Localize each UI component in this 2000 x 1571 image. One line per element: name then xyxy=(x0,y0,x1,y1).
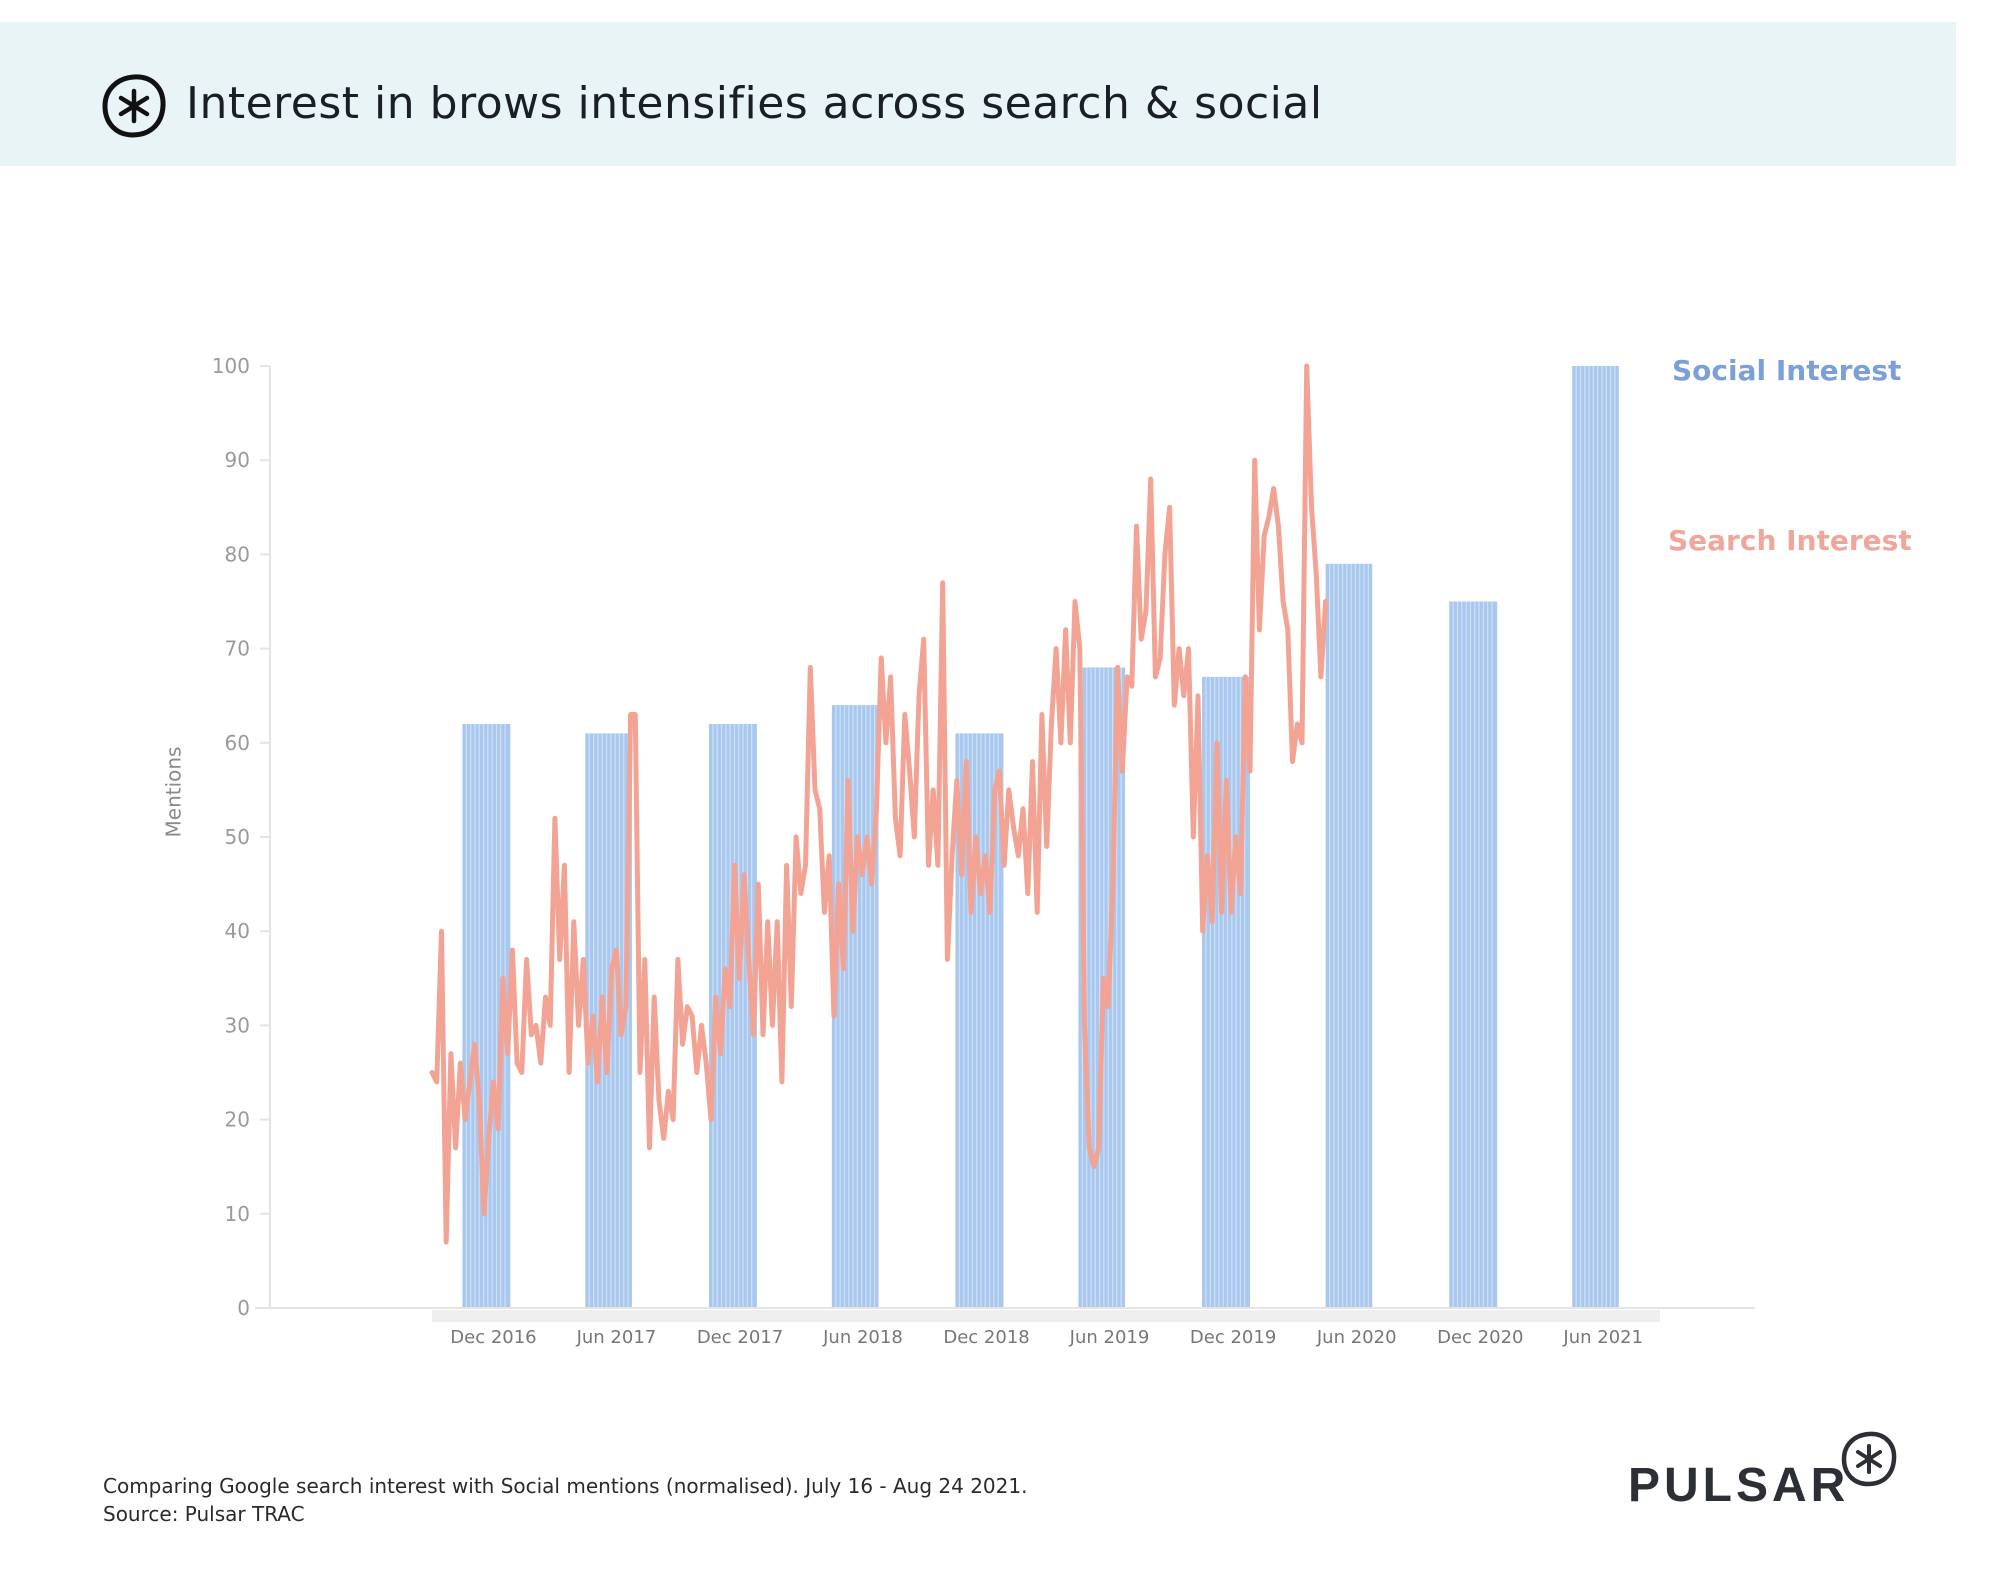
y-tick-label: 50 xyxy=(225,825,250,849)
y-axis-label: Mentions xyxy=(161,746,186,838)
y-tick-label: 30 xyxy=(225,1013,250,1037)
x-tick-label: Jun 2018 xyxy=(822,1327,903,1348)
x-tick-label: Jun 2017 xyxy=(576,1327,657,1348)
x-tick-label: Jun 2021 xyxy=(1562,1327,1643,1348)
legend-search-interest: Search Interest xyxy=(1668,524,1912,557)
y-tick-label: 70 xyxy=(225,637,250,661)
page-title: Interest in brows intensifies across sea… xyxy=(186,78,1323,129)
y-tick-label: 0 xyxy=(237,1296,250,1320)
footer-source: Source: Pulsar TRAC xyxy=(103,1502,305,1526)
x-tick-label: Dec 2018 xyxy=(943,1327,1029,1348)
search-interest-line xyxy=(429,363,1329,1245)
x-tick-label: Jun 2019 xyxy=(1069,1327,1150,1348)
x-tick-label: Jun 2020 xyxy=(1316,1327,1397,1348)
y-tick-label: 40 xyxy=(225,919,250,943)
x-tick-label: Dec 2017 xyxy=(697,1327,783,1348)
y-tick-label: 80 xyxy=(225,542,250,566)
y-tick-label: 100 xyxy=(212,354,250,378)
x-tick-label: Dec 2020 xyxy=(1437,1327,1523,1348)
y-tick-label: 20 xyxy=(225,1108,250,1132)
footer-note: Comparing Google search interest with So… xyxy=(103,1472,1027,1528)
search-line-layer xyxy=(429,363,1329,1245)
social-bar xyxy=(1449,601,1498,1308)
asterisk-circle-logo-icon xyxy=(102,74,166,138)
social-bar xyxy=(1325,563,1373,1308)
social-bar xyxy=(831,705,879,1308)
time-axis-strip xyxy=(432,1310,1660,1322)
footer-note-line1: Comparing Google search interest with So… xyxy=(103,1474,1028,1498)
y-tick-label: 60 xyxy=(225,731,250,755)
y-tick-label: 90 xyxy=(225,448,250,472)
pulsar-logo-icon xyxy=(1841,1431,1897,1487)
header-banner xyxy=(0,22,1956,166)
brand-wordmark: PULSAR xyxy=(1628,1459,1850,1512)
social-bar xyxy=(1572,366,1619,1308)
x-tick-label: Dec 2016 xyxy=(450,1327,536,1348)
y-tick-label: 10 xyxy=(225,1202,250,1226)
chart-axes: 0 10 20 30 40 50 60 70 80 90 100 Dec 2016 Jun 2017 De… xyxy=(212,354,1755,1348)
legend-social-interest: Social Interest xyxy=(1672,354,1902,387)
chart-canvas: 0 10 20 30 40 50 60 70 80 90 100 Dec 2016 Jun 2017 De… xyxy=(212,354,1755,1348)
x-tick-label: Dec 2019 xyxy=(1190,1327,1276,1348)
